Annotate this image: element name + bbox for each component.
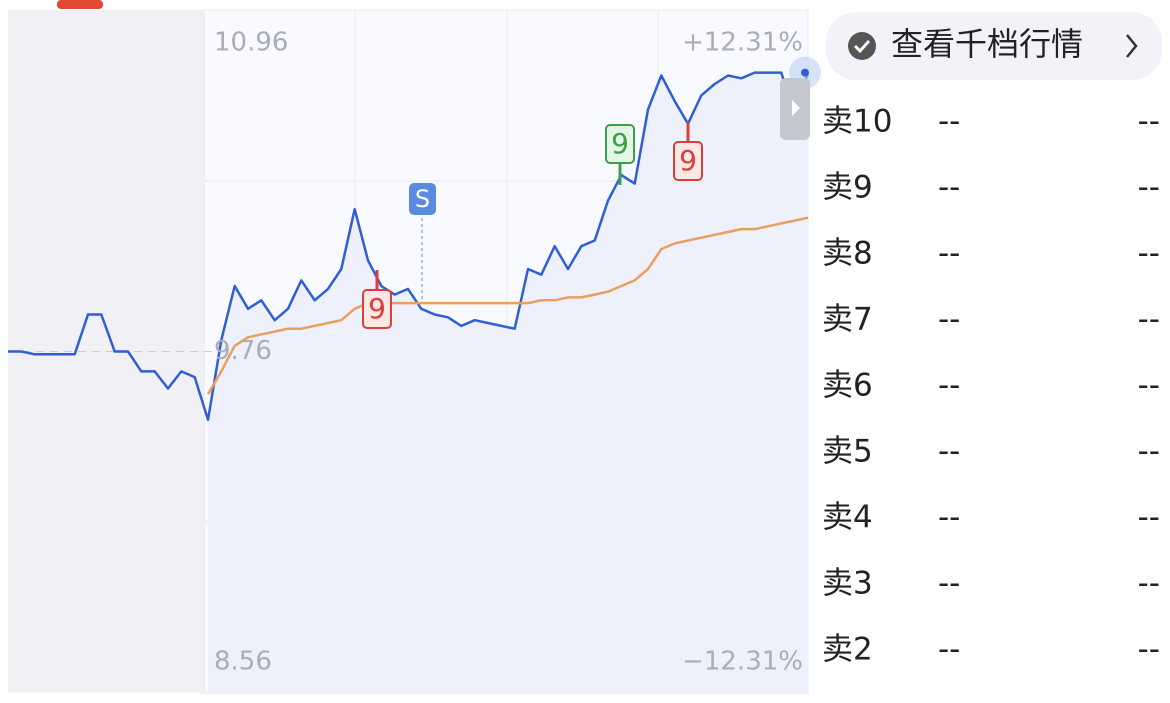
ask-volume: --: [1138, 236, 1160, 272]
ask-volume: --: [1138, 632, 1160, 668]
y2-tick-label: +12.31%: [682, 28, 803, 58]
last-point: [801, 68, 809, 77]
ask-price: --: [938, 302, 960, 338]
ask-volume: --: [1138, 500, 1160, 536]
ask-level: 卖4: [822, 500, 873, 536]
ask-volume: --: [1138, 170, 1160, 206]
button-label: 查看千档行情: [891, 25, 1083, 63]
y-tick-label: 8.56: [214, 647, 272, 677]
marker-label: S: [415, 185, 430, 213]
ask-level: 卖5: [822, 434, 873, 470]
marker[interactable]: 9: [673, 122, 703, 181]
tab-indicator: [57, 0, 103, 9]
expand-tab[interactable]: [780, 78, 810, 140]
plot: [8, 56, 821, 693]
ask-volume: --: [1138, 368, 1160, 404]
ask-level: 卖9: [822, 170, 873, 206]
ask-level: 卖6: [822, 368, 873, 404]
marker[interactable]: S: [409, 183, 436, 215]
marker[interactable]: 9: [362, 270, 392, 329]
marker-label: 9: [679, 144, 697, 177]
ask-level: 卖7: [822, 302, 873, 338]
ask-price: --: [938, 434, 960, 470]
ask-volume: --: [1138, 566, 1160, 602]
depth-button[interactable]: 查看千档行情: [826, 12, 1162, 80]
ask-price: --: [938, 368, 960, 404]
ask-level: 卖2: [822, 632, 873, 668]
ask-price: --: [938, 104, 960, 140]
y-tick-label: 10.96: [214, 28, 288, 58]
price-area: [208, 72, 808, 693]
ask-level: 卖3: [822, 566, 873, 602]
ask-volume: --: [1138, 302, 1160, 338]
y2-tick-label: −12.31%: [682, 647, 803, 677]
ask-price: --: [938, 566, 960, 602]
ask-price: --: [938, 632, 960, 668]
ask-level: 卖10: [822, 104, 892, 140]
order-book: 卖10 -- -- 卖9 -- -- 卖8 -- -- 卖7 -- -- 卖6 -- -- 卖5 -- -- 卖4 -…: [822, 104, 1160, 668]
series-line: [206, 216, 809, 395]
y-tick-label: 9.76: [214, 336, 272, 366]
ask-price: --: [938, 236, 960, 272]
series-line: [8, 71, 810, 422]
ask-volume: --: [1138, 104, 1160, 140]
ask-volume: --: [1138, 434, 1160, 470]
ask-level: 卖8: [822, 236, 873, 272]
marker-label: 9: [611, 127, 629, 160]
ask-price: --: [938, 170, 960, 206]
ask-price: --: [938, 500, 960, 536]
marker[interactable]: 9: [605, 124, 635, 185]
marker-label: 9: [368, 292, 386, 325]
